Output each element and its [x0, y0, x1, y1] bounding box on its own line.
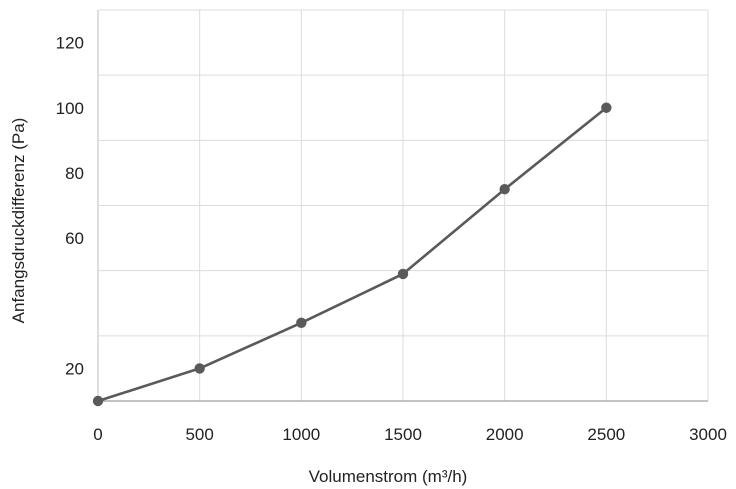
y-tick-label: 120 — [56, 34, 84, 53]
y-axis-title: Anfangsdruckdifferenz (Pa) — [9, 118, 28, 324]
x-tick-label: 2500 — [587, 425, 625, 444]
x-tick-label: 2000 — [486, 425, 524, 444]
data-point — [194, 363, 205, 374]
y-tick-label: 80 — [65, 164, 84, 183]
y-tick-label: 60 — [65, 229, 84, 248]
grid — [97, 9, 709, 402]
tick-labels: 0 500 1000 1500 2000 2500 3000 20 60 80 100 120 — [56, 34, 727, 444]
series-group — [92, 102, 612, 407]
x-tick-label: 3000 — [689, 425, 727, 444]
y-tick-label: 20 — [65, 359, 84, 378]
data-point — [296, 317, 307, 328]
data-point — [92, 395, 104, 407]
y-tick-label: 100 — [56, 99, 84, 118]
data-point — [601, 102, 612, 113]
data-point — [397, 268, 409, 280]
series-line-0 — [97, 106, 608, 403]
x-tick-label: 0 — [93, 425, 102, 444]
x-tick-label: 1000 — [282, 425, 320, 444]
x-axis-title: Volumenstrom (m³/h) — [309, 467, 468, 486]
x-tick-label: 500 — [185, 425, 213, 444]
data-point — [499, 184, 510, 195]
x-tick-label: 1500 — [384, 425, 422, 444]
